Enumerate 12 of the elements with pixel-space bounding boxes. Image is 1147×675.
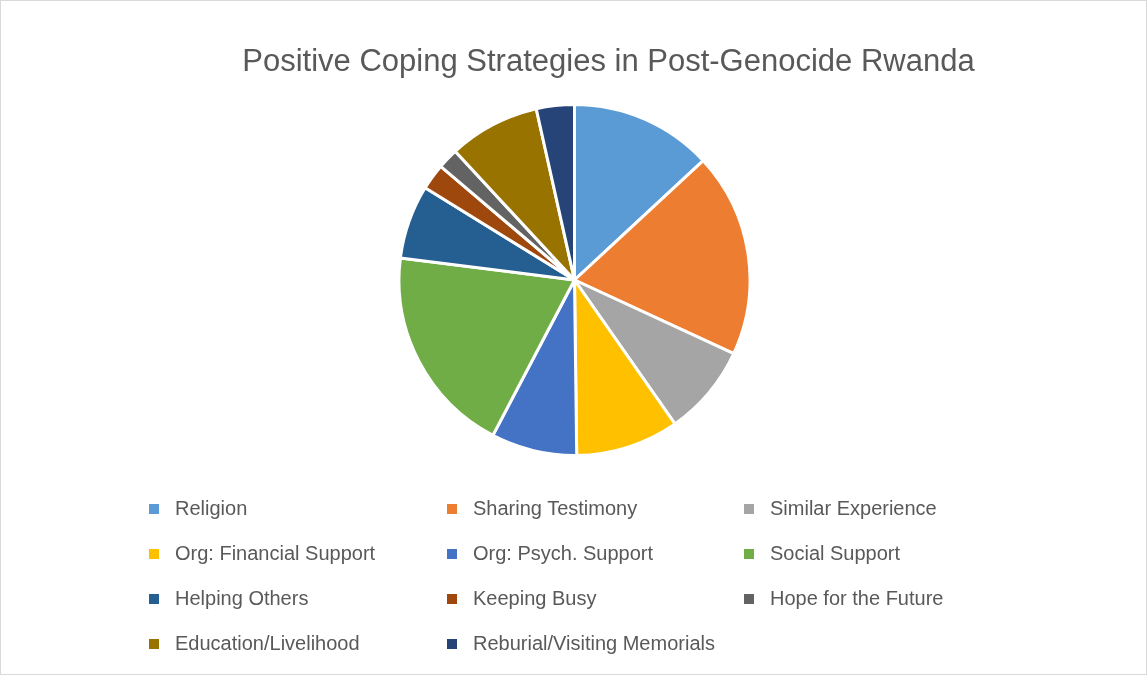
legend-label: Keeping Busy — [473, 587, 597, 610]
legend-label: Social Support — [770, 542, 901, 565]
legend-label: Org: Financial Support — [175, 542, 376, 565]
legend-label: Helping Others — [175, 587, 309, 610]
chart-title: Positive Coping Strategies in Post-Genocide Rwanda — [241, 43, 976, 80]
legend-label: Reburial/Visiting Memorials — [473, 632, 715, 655]
legend-label: Religion — [175, 497, 248, 520]
legend-label: Sharing Testimony — [473, 497, 638, 520]
legend-label: Hope for the Future — [770, 587, 944, 610]
legend-label: Org: Psych. Support — [473, 542, 654, 565]
legend-label: Similar Experience — [770, 497, 937, 520]
legend-label: Education/Livelihood — [175, 632, 360, 655]
